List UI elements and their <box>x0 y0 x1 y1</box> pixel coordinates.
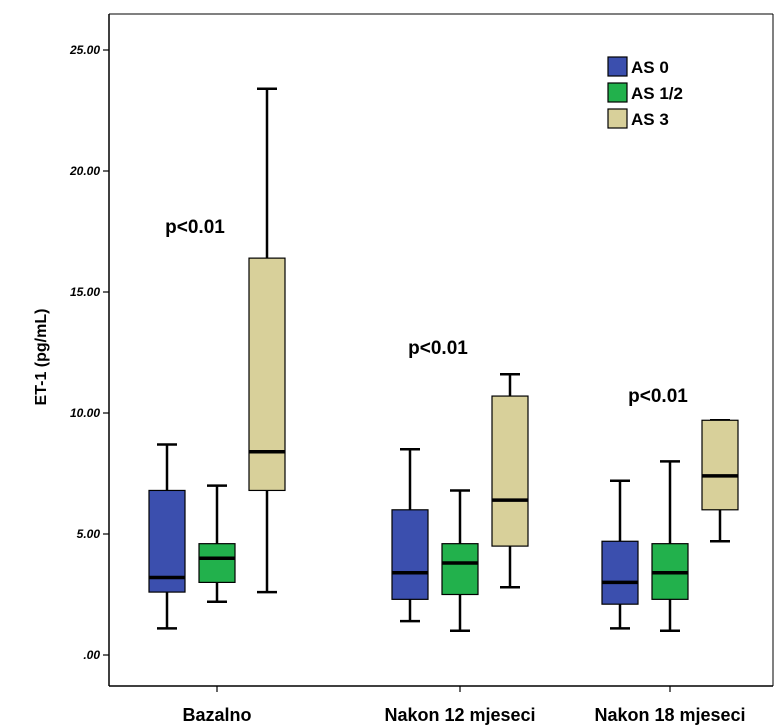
x-category-label: Nakon 18 mjeseci <box>594 705 745 725</box>
box-as-1-2 <box>652 461 688 630</box>
box-as-1-2 <box>199 486 235 602</box>
iqr-box <box>602 541 638 604</box>
box-as-3 <box>249 89 285 592</box>
iqr-box <box>199 544 235 583</box>
y-axis-ticks: .00 5.00 10.00 15.00 20.00 25.00 <box>69 43 109 662</box>
legend-swatch <box>608 109 627 128</box>
x-category-label: Bazalno <box>182 705 251 725</box>
y-tick-label: 20.00 <box>69 164 100 178</box>
legend-swatch <box>608 83 627 102</box>
p-value-annotation: p<0.01 <box>628 386 688 407</box>
y-tick-label: 5.00 <box>77 527 101 541</box>
p-value-annotation: p<0.01 <box>165 217 225 238</box>
legend-label: AS 3 <box>631 110 669 129</box>
iqr-box <box>702 420 738 510</box>
y-tick-label: 25.00 <box>69 43 100 57</box>
iqr-box <box>442 544 478 595</box>
box-as-0 <box>149 444 185 628</box>
y-tick-label: .00 <box>83 648 100 662</box>
p-value-annotation: p<0.01 <box>408 338 468 359</box>
iqr-box <box>249 258 285 490</box>
legend-swatch <box>608 57 627 76</box>
iqr-box <box>492 396 528 546</box>
y-tick-label: 15.00 <box>70 285 100 299</box>
iqr-box <box>392 510 428 600</box>
x-category-label: Nakon 12 mjeseci <box>384 705 535 725</box>
y-tick-label: 10.00 <box>70 406 100 420</box>
box-as-1-2 <box>442 490 478 630</box>
box-as-3 <box>492 374 528 587</box>
box-as-0 <box>392 449 428 621</box>
boxes <box>149 89 738 631</box>
legend-label: AS 0 <box>631 58 669 77</box>
annotations: p<0.01 p<0.01 p<0.01 <box>165 217 688 407</box>
box-as-3 <box>702 420 738 541</box>
legend-label: AS 1/2 <box>631 84 683 103</box>
legend: AS 0 AS 1/2 AS 3 <box>608 57 683 129</box>
x-axis-category-labels: Bazalno Nakon 12 mjeseci Nakon 18 mjeseci <box>182 686 745 725</box>
y-axis-label: ET-1 (pg/mL) <box>33 309 50 406</box>
box-as-0 <box>602 481 638 629</box>
